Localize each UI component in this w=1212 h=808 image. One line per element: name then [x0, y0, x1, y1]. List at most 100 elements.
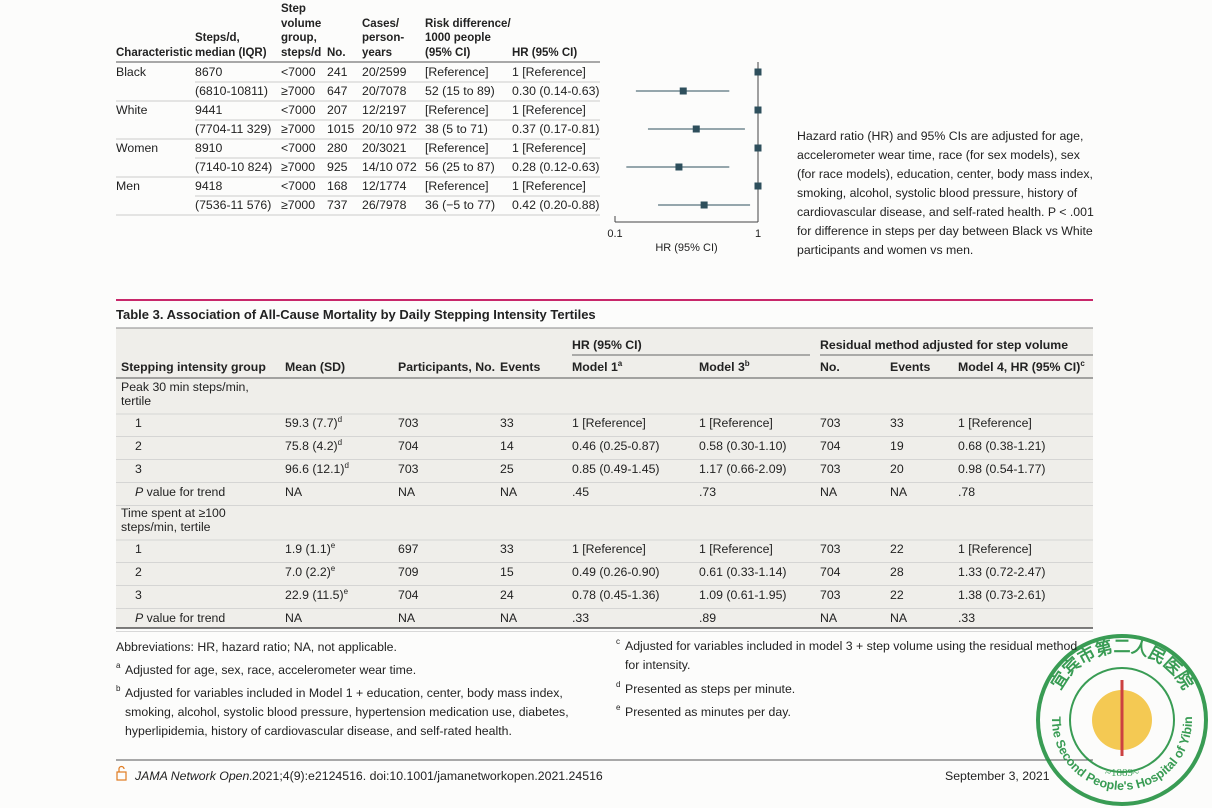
footnote: Presented as steps per minute.	[625, 682, 796, 696]
cell: 12/1774	[362, 179, 407, 193]
row-label: 2	[135, 564, 142, 579]
cell: 22	[890, 541, 904, 556]
cell: 1.17 (0.66-2.09)	[699, 461, 787, 476]
cell-text: 59.3 (7.7)	[285, 415, 338, 430]
point-estimate	[754, 144, 762, 152]
cell: 0.58 (0.30-1.10)	[699, 438, 787, 453]
superscript: e	[330, 540, 336, 550]
cell: 15	[500, 564, 514, 579]
cell: 737	[327, 198, 348, 212]
cell: <7000	[281, 179, 316, 193]
cell: NA	[398, 610, 416, 625]
cell: 704	[820, 564, 841, 579]
cell: 52 (15 to 89)	[425, 84, 495, 98]
cell: 20/10 972	[362, 122, 417, 136]
stamp-ring	[1069, 667, 1175, 773]
cell: 1 [Reference]	[512, 179, 586, 193]
cell: NA	[890, 610, 908, 625]
cell: 33	[890, 415, 904, 430]
cell: 1.38 (0.73-2.61)	[958, 587, 1046, 602]
cell: [Reference]	[425, 141, 489, 155]
cell: 33	[500, 415, 514, 430]
point-estimate	[692, 125, 700, 133]
cell: 20/2599	[362, 65, 407, 79]
row-label: 1	[135, 541, 142, 556]
cell: NA	[285, 484, 303, 499]
row-label: White	[116, 103, 148, 117]
superscript: e	[330, 563, 336, 573]
point-estimate	[679, 87, 687, 95]
cell: ≥7000	[281, 122, 316, 136]
cell: 20/3021	[362, 141, 407, 155]
cell: 704	[398, 587, 419, 602]
cell: 703	[820, 587, 841, 602]
cell: 14/10 072	[362, 160, 417, 174]
column-header: Participants, No.	[398, 360, 496, 374]
note: Hazard ratio (HR) and 95% CIs are adjust…	[797, 129, 1094, 257]
cell: 207	[327, 103, 348, 117]
cell: 56 (25 to 87)	[425, 160, 495, 174]
row-label-text: value for trend	[146, 610, 226, 625]
cell-text: 1.9 (1.1)	[285, 541, 331, 556]
point-estimate	[754, 182, 762, 190]
superscript: d	[344, 460, 349, 470]
italic-letter: P	[135, 484, 144, 499]
cell: NA	[820, 484, 838, 499]
row-label: Women	[116, 141, 159, 155]
cell: 1 [Reference]	[572, 541, 646, 556]
cell: 20	[890, 461, 904, 476]
cell: NA	[398, 484, 416, 499]
cell: 26/7978	[362, 198, 407, 212]
cell: 0.37 (0.17-0.81)	[512, 122, 600, 136]
footnote-mark: a	[116, 661, 121, 670]
cell: 703	[820, 415, 841, 430]
cell: 1 [Reference]	[572, 415, 646, 430]
point-estimate	[700, 201, 708, 209]
column-header: Cases/ person- years	[362, 17, 405, 59]
group-header: HR (95% CI)	[572, 338, 642, 352]
x-tick-label: 0.1	[607, 228, 623, 240]
cell: 703	[398, 415, 419, 430]
cell: NA	[890, 484, 908, 499]
footnote: Adjusted for variables included in Model…	[125, 686, 569, 738]
superscript: d	[337, 437, 343, 447]
cell: 704	[398, 438, 419, 453]
row-label: 3	[135, 587, 142, 602]
cell: 0.61 (0.33-1.14)	[699, 564, 787, 579]
column-header: Risk difference/ 1000 people (95% CI)	[425, 17, 511, 59]
superscript: b	[744, 358, 750, 368]
citation: 2021;4(9):e2124516. doi:10.1001/jamanetw…	[252, 769, 603, 783]
column-header: No.	[327, 46, 346, 59]
column-header: Mean (SD)	[285, 360, 346, 374]
footnote: Abbreviations: HR, hazard ratio; NA, not…	[116, 640, 397, 654]
cell-text: 75.8 (4.2)	[285, 438, 338, 453]
cell: 1 [Reference]	[958, 415, 1032, 430]
cell: 20/7078	[362, 84, 407, 98]
stamp-year: ~1889~	[1105, 767, 1139, 779]
cell: .33	[958, 610, 976, 625]
cell: 75.8 (4.2)d	[285, 438, 342, 454]
column-header: No.	[820, 360, 840, 374]
cell: 19	[890, 438, 904, 453]
cell: 703	[820, 541, 841, 556]
point-estimate	[754, 68, 762, 76]
cell: 1015	[327, 122, 355, 136]
iqr: (7536-11 576)	[195, 198, 272, 212]
italic-letter: P	[135, 610, 144, 625]
cell: 0.68 (0.38-1.21)	[958, 438, 1046, 453]
median: 9418	[195, 179, 223, 193]
cell-text: 96.6 (12.1)	[285, 461, 345, 476]
cell: 1 [Reference]	[512, 103, 586, 117]
column-header: Stepping intensity group	[121, 360, 266, 374]
median: 8670	[195, 65, 223, 79]
footnote: Presented as minutes per day.	[625, 705, 791, 719]
footnote-mark: b	[116, 684, 121, 693]
cell: 22	[890, 587, 904, 602]
superscript: c	[1080, 358, 1085, 368]
cell: 1.09 (0.61-1.95)	[699, 587, 787, 602]
column-header-text: Model 1	[572, 360, 618, 374]
cell: 22.9 (11.5)e	[285, 587, 348, 603]
row-label: Black	[116, 65, 147, 79]
column-header-text: Model 3	[699, 360, 745, 374]
